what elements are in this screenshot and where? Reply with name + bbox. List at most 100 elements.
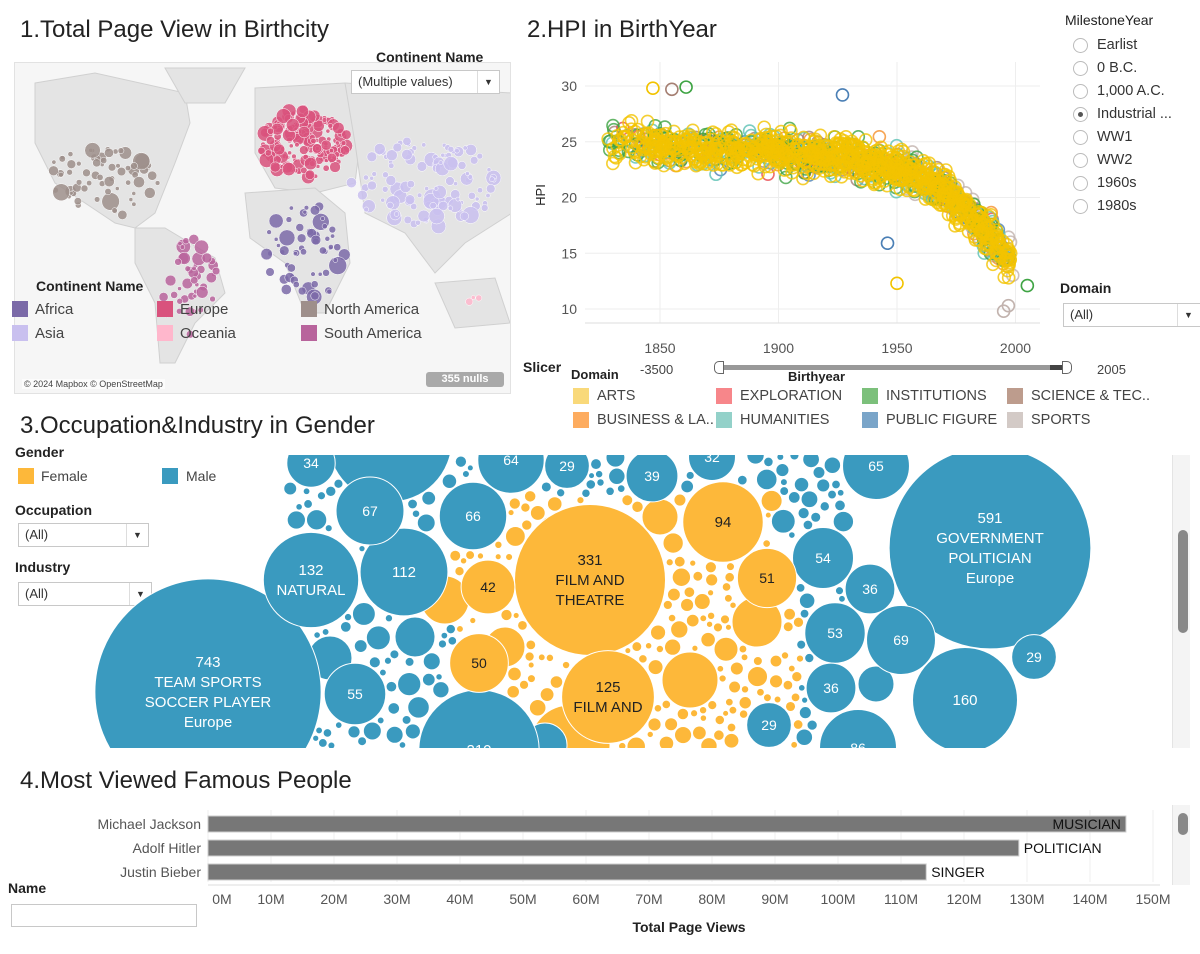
bubble[interactable]: [689, 709, 699, 718]
scatter-point[interactable]: [694, 136, 708, 151]
scatter-point[interactable]: [989, 233, 1004, 248]
bubble[interactable]: [705, 573, 719, 587]
bubble[interactable]: [528, 698, 547, 717]
milestone-option-label[interactable]: 0 B.C.: [1097, 60, 1138, 76]
bubble[interactable]: [421, 672, 436, 687]
map-city-dot[interactable]: [302, 209, 308, 215]
map-city-dot[interactable]: [111, 207, 118, 214]
bubble[interactable]: [806, 719, 818, 731]
map-city-dot[interactable]: [476, 152, 483, 160]
map-city-dot[interactable]: [438, 160, 444, 165]
map-city-dot[interactable]: [298, 125, 311, 139]
bubble[interactable]: [527, 661, 535, 669]
legend-male[interactable]: Male: [186, 468, 217, 484]
bubble[interactable]: [432, 681, 450, 699]
scatter-point[interactable]: [674, 150, 688, 165]
scatter-point[interactable]: [941, 207, 956, 222]
map-canvas[interactable]: [15, 63, 511, 394]
milestone-radio[interactable]: [1073, 130, 1088, 145]
map-city-dot[interactable]: [115, 186, 120, 191]
bubble[interactable]: [723, 732, 740, 748]
bubble[interactable]: [760, 489, 783, 512]
bubble-male[interactable]: 69: [866, 605, 936, 675]
bar[interactable]: [207, 839, 1020, 857]
bubble-male[interactable]: 591 GOVERNMENT POLITICIAN Europe: [888, 455, 1092, 650]
domain-legend-item[interactable]: SPORTS: [1031, 412, 1091, 428]
scatter-point[interactable]: [813, 128, 828, 143]
bubble-female[interactable]: 42: [460, 559, 516, 615]
bubble[interactable]: [546, 496, 563, 512]
bubble[interactable]: [728, 705, 738, 715]
map-city-dot[interactable]: [286, 263, 296, 273]
map-city-dot[interactable]: [52, 183, 71, 202]
map-city-dot[interactable]: [86, 180, 93, 187]
map-city-dot[interactable]: [467, 174, 473, 180]
scatter-point[interactable]: [610, 128, 625, 143]
bubble-female[interactable]: 50: [449, 633, 509, 693]
bubble[interactable]: [358, 545, 366, 553]
map-city-dot[interactable]: [75, 179, 83, 186]
scatter-outlier-point[interactable]: [1001, 298, 1016, 313]
scatter-point[interactable]: [724, 138, 738, 153]
scatter-point[interactable]: [951, 197, 966, 212]
map-city-dot[interactable]: [445, 176, 455, 186]
bubble-circle[interactable]: [335, 476, 405, 546]
map-city-dot[interactable]: [421, 142, 427, 148]
bubble-male[interactable]: 65: [842, 455, 910, 500]
scatter-point[interactable]: [649, 128, 663, 143]
bubble[interactable]: [673, 555, 686, 568]
map-city-dot[interactable]: [480, 204, 489, 212]
industry-filter-dropdown[interactable]: (All) ▼: [18, 582, 152, 606]
map-city-dot[interactable]: [322, 164, 330, 172]
scatter-point[interactable]: [906, 182, 920, 197]
map-city-dot[interactable]: [332, 122, 345, 135]
map-city-dot[interactable]: [453, 181, 459, 187]
bubble[interactable]: [792, 616, 805, 628]
map-city-dot[interactable]: [276, 243, 281, 248]
bubble[interactable]: [621, 494, 634, 507]
scatter-outlier-point[interactable]: [880, 236, 895, 251]
map-city-dot[interactable]: [80, 184, 89, 193]
bubble[interactable]: [796, 639, 807, 650]
map-city-dot[interactable]: [363, 206, 369, 213]
bubble[interactable]: [784, 700, 797, 713]
scatter-point[interactable]: [733, 140, 748, 154]
milestone-radio[interactable]: [1073, 176, 1088, 191]
bubble[interactable]: [721, 582, 732, 592]
bubble[interactable]: [362, 721, 382, 741]
bubble[interactable]: [763, 456, 774, 468]
map-city-dot[interactable]: [96, 173, 104, 181]
map-city-dot[interactable]: [177, 286, 182, 291]
bubble[interactable]: [316, 491, 327, 501]
bubble[interactable]: [680, 597, 695, 613]
bubble-circle[interactable]: [359, 527, 449, 617]
bubble[interactable]: [667, 613, 677, 623]
bubble[interactable]: [401, 714, 412, 725]
map-city-dot[interactable]: [382, 171, 389, 179]
map-city-dot[interactable]: [326, 152, 337, 163]
domain-filter-dropdown[interactable]: (All) ▼: [1063, 303, 1200, 327]
scatter-point[interactable]: [785, 165, 799, 180]
map-city-dot[interactable]: [133, 176, 145, 189]
bubble[interactable]: [523, 490, 537, 503]
bubble[interactable]: [529, 505, 546, 521]
birthcity-map[interactable]: © 2024 Mapbox © OpenStreetMap 355 nulls: [14, 62, 511, 394]
map-city-dot[interactable]: [373, 143, 386, 155]
map-city-dot[interactable]: [357, 189, 368, 201]
scatter-point[interactable]: [724, 123, 739, 137]
scatter-point[interactable]: [760, 136, 775, 150]
bubble[interactable]: [798, 592, 816, 609]
map-city-dot[interactable]: [192, 293, 198, 299]
bubble[interactable]: [618, 741, 627, 748]
bubble[interactable]: [339, 620, 352, 633]
bubble[interactable]: [626, 736, 646, 748]
scatter-point[interactable]: [872, 129, 887, 144]
legend-item[interactable]: Europe: [180, 301, 229, 318]
bubble[interactable]: [641, 498, 679, 536]
scatter-outlier-point[interactable]: [890, 276, 904, 291]
bubble[interactable]: [725, 562, 735, 572]
scatter-point[interactable]: [771, 144, 785, 159]
bubble[interactable]: [680, 479, 695, 494]
bubble[interactable]: [810, 511, 822, 523]
map-city-dot[interactable]: [269, 161, 281, 173]
